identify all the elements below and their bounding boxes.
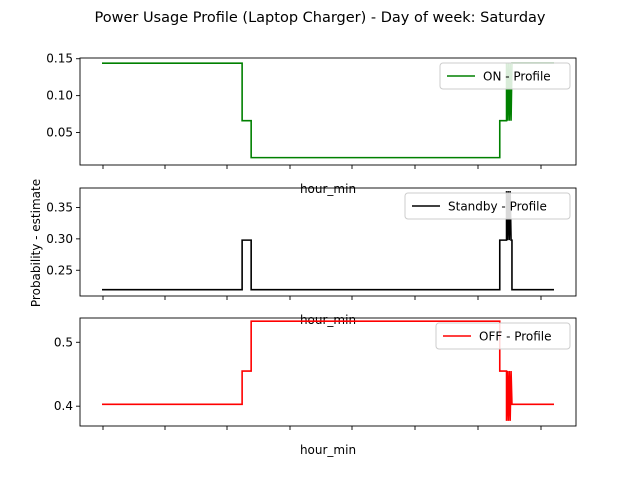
subplot-1: 0.05 0.10 0.15 hour_min ON - Profile [46, 52, 577, 196]
x-axis-label: hour_min [300, 182, 356, 196]
y-tick-label: 0.15 [46, 52, 73, 66]
subplot-panels: 0.05 0.10 0.15 hour_min ON - Profile 0.25 0.30… [46, 52, 577, 457]
axes-frame [79, 57, 577, 166]
legend-label: Standby - Profile [448, 200, 547, 214]
y-tick-label: 0.25 [46, 263, 73, 277]
subplot-2: 0.25 0.30 0.35 hour_min Standby - Profile [46, 187, 577, 327]
axes-frame [79, 317, 577, 427]
legend: Standby - Profile [404, 192, 571, 220]
legend: OFF - Profile [435, 322, 571, 350]
series-line-2-1 [102, 191, 554, 291]
figure-title: Power Usage Profile (Laptop Charger) - D… [95, 10, 546, 26]
x-axis-label: hour_min [300, 443, 356, 457]
legend-box [435, 322, 571, 350]
legend: ON - Profile [439, 62, 571, 90]
series-line-3-1 [102, 320, 554, 421]
y-tick-label: 0.05 [46, 126, 73, 140]
series-line-1-1 [102, 62, 554, 159]
y-tick-label: 0.4 [54, 399, 73, 413]
legend-label: ON - Profile [483, 70, 551, 84]
legend-box [404, 192, 571, 220]
shared-y-axis-label: Probability - estimate [29, 179, 43, 307]
y-tick-label: 0.5 [54, 335, 73, 349]
legend-box [439, 62, 571, 90]
y-tick-label: 0.30 [46, 232, 73, 246]
x-axis-label: hour_min [300, 313, 356, 327]
y-tick-label: 0.10 [46, 89, 73, 103]
y-tick-label: 0.35 [46, 200, 73, 214]
legend-label: OFF - Profile [479, 330, 552, 344]
axes-frame [79, 187, 577, 297]
subplot-3: 0.4 0.5 hour_min OFF - Profile [54, 317, 577, 457]
